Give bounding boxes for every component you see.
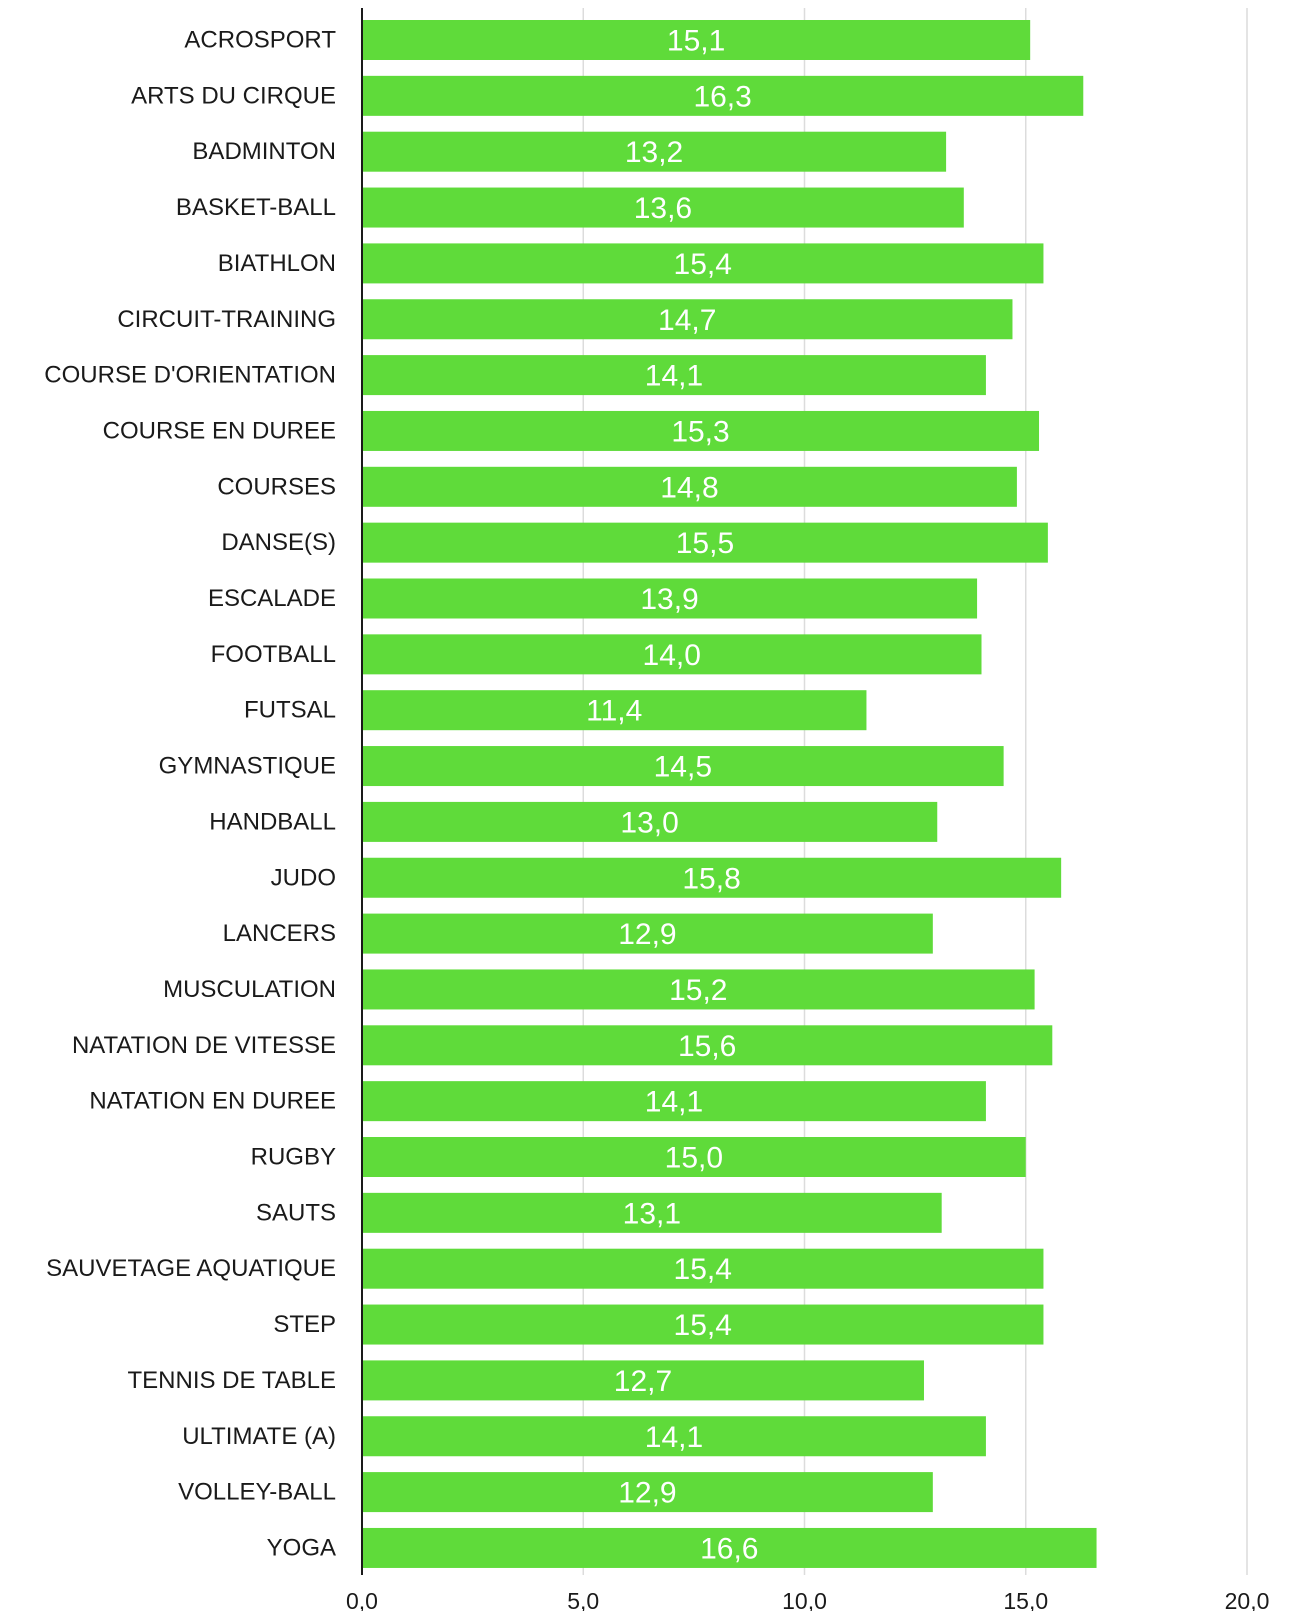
- bar-value-label-16: 12,9: [618, 918, 676, 951]
- x-tick-label-0: 0,0: [346, 1588, 378, 1611]
- bar-1: [362, 75, 1084, 116]
- bar-9: [362, 522, 1048, 563]
- bar-20: [362, 1137, 1026, 1177]
- category-label-8: COURSES: [217, 473, 336, 500]
- bar-value-label-6: 14,1: [645, 360, 703, 393]
- category-label-5: CIRCUIT-TRAINING: [117, 306, 336, 333]
- bar-value-label-26: 12,9: [618, 1477, 676, 1510]
- bar-15: [362, 857, 1062, 898]
- bar-value-label-0: 15,1: [667, 25, 725, 58]
- category-label-3: BASKET-BALL: [176, 194, 336, 221]
- bar-4: [362, 243, 1044, 284]
- category-label-1: ARTS DU CIRQUE: [131, 82, 336, 109]
- x-tick-label-1: 5,0: [567, 1588, 599, 1611]
- bars: [362, 20, 1097, 1568]
- category-label-6: COURSE D'ORIENTATION: [44, 362, 336, 389]
- category-label-22: SAUVETAGE AQUATIQUE: [46, 1255, 336, 1282]
- bar-16: [362, 913, 933, 954]
- category-label-24: TENNIS DE TABLE: [128, 1367, 337, 1394]
- category-labels: ACROSPORT ARTS DU CIRQUE BADMINTON BASKET-B…: [44, 27, 336, 1562]
- bar-21: [362, 1192, 942, 1233]
- bar-17: [362, 969, 1035, 1010]
- bar-19: [362, 1081, 986, 1122]
- bar-3: [362, 187, 964, 228]
- bar-8: [362, 466, 1017, 507]
- x-tick-label-3: 15,0: [1003, 1588, 1048, 1611]
- bar-10: [362, 578, 978, 619]
- bar-12: [362, 690, 867, 731]
- bar-value-label-1: 16,3: [693, 80, 751, 113]
- category-label-16: LANCERS: [223, 920, 336, 947]
- bar-value-label-15: 15,8: [682, 862, 740, 895]
- category-label-25: ULTIMATE (A): [182, 1423, 336, 1450]
- bar-value-label-22: 15,4: [674, 1253, 732, 1286]
- category-label-26: VOLLEY-BALL: [178, 1479, 336, 1506]
- category-label-11: FOOTBALL: [211, 641, 336, 668]
- category-label-19: NATATION EN DUREE: [89, 1088, 336, 1115]
- bar-value-label-10: 13,9: [640, 583, 698, 616]
- category-label-2: BADMINTON: [192, 138, 336, 165]
- bar-14: [362, 801, 938, 842]
- bar-6: [362, 355, 986, 396]
- category-label-15: JUDO: [271, 864, 336, 891]
- category-label-9: DANSE(S): [221, 529, 336, 556]
- bar-18: [362, 1025, 1053, 1066]
- bar-0: [362, 20, 1031, 60]
- category-label-13: GYMNASTIQUE: [159, 753, 336, 780]
- category-label-20: RUGBY: [251, 1144, 336, 1171]
- bar-value-labels: 15,1 16,3 13,2 13,6 15,4 14,7 14,1 15,3 14,8 15,5…: [586, 25, 758, 1566]
- category-label-21: SAUTS: [256, 1199, 336, 1226]
- category-label-4: BIATHLON: [218, 250, 336, 277]
- bar-value-label-7: 15,3: [671, 415, 729, 448]
- bar-value-label-17: 15,2: [669, 974, 727, 1007]
- x-tick-label-4: 20,0: [1225, 1588, 1270, 1611]
- category-label-10: ESCALADE: [208, 585, 336, 612]
- bar-value-label-8: 14,8: [660, 471, 718, 504]
- category-label-18: NATATION DE VITESSE: [72, 1032, 336, 1059]
- bar-13: [362, 746, 1004, 787]
- bar-value-label-2: 13,2: [625, 136, 683, 169]
- bar-5: [362, 299, 1013, 340]
- bar-value-label-18: 15,6: [678, 1030, 736, 1063]
- category-label-23: STEP: [273, 1311, 336, 1338]
- bar-25: [362, 1416, 986, 1457]
- x-tick-labels: 0,0 5,0 10,0 15,0 20,0: [346, 1588, 1269, 1611]
- bar-value-label-14: 13,0: [620, 806, 678, 839]
- bar-value-label-21: 13,1: [623, 1197, 681, 1230]
- bar-value-label-23: 15,4: [674, 1309, 732, 1342]
- bar-value-label-19: 14,1: [645, 1086, 703, 1119]
- bar-value-label-11: 14,0: [643, 639, 701, 672]
- bar-11: [362, 634, 982, 675]
- x-tick-label-2: 10,0: [782, 1588, 827, 1611]
- bar-value-label-3: 13,6: [634, 192, 692, 225]
- bar-value-label-25: 14,1: [645, 1421, 703, 1454]
- bar-23: [362, 1304, 1044, 1345]
- bar-7: [362, 410, 1040, 451]
- bar-value-label-20: 15,0: [665, 1142, 723, 1175]
- bar-value-label-13: 14,5: [654, 751, 712, 784]
- bar-26: [362, 1472, 933, 1513]
- bar-24: [362, 1360, 924, 1401]
- bar-2: [362, 131, 947, 172]
- category-label-0: ACROSPORT: [184, 27, 336, 54]
- category-label-27: YOGA: [267, 1534, 336, 1561]
- category-label-12: FUTSAL: [244, 697, 336, 724]
- bar-value-label-24: 12,7: [614, 1365, 672, 1398]
- bar-22: [362, 1248, 1044, 1289]
- bar-value-label-12: 11,4: [586, 695, 642, 728]
- category-label-7: COURSE EN DUREE: [103, 417, 336, 444]
- category-label-17: MUSCULATION: [163, 976, 336, 1003]
- bar-value-label-9: 15,5: [676, 527, 734, 560]
- bar-value-label-27: 16,6: [700, 1532, 758, 1565]
- bar-value-label-4: 15,4: [674, 248, 732, 281]
- category-label-14: HANDBALL: [209, 808, 336, 835]
- bar-value-label-5: 14,7: [658, 304, 716, 337]
- bar-27: [362, 1527, 1097, 1568]
